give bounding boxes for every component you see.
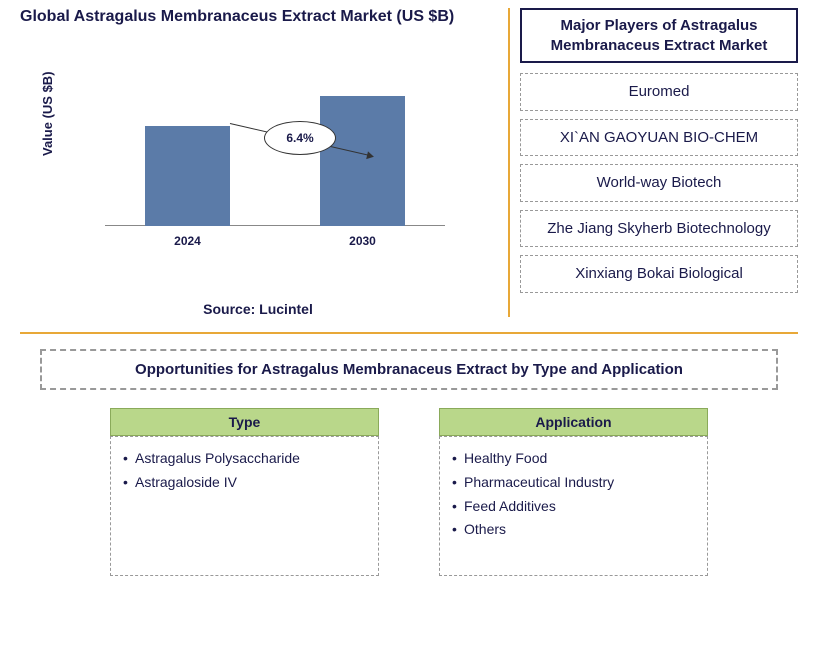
y-axis-label: Value (US $B) <box>40 71 55 156</box>
player-item: Zhe Jiang Skyherb Biotechnology <box>520 210 798 248</box>
opportunities-title: Opportunities for Astragalus Membranaceu… <box>40 349 778 390</box>
player-item: Xinxiang Bokai Biological <box>520 255 798 293</box>
list-item: Healthy Food <box>452 447 695 471</box>
player-item: World-way Biotech <box>520 164 798 202</box>
chart-area: Value (US $B) 202420306.4% <box>50 46 496 266</box>
players-title: Major Players of Astragalus Membranaceus… <box>520 8 798 63</box>
source-text: Source: Lucintel <box>20 301 496 317</box>
bar-label-2024: 2024 <box>145 234 230 248</box>
divider <box>20 332 798 334</box>
players-panel: Major Players of Astragalus Membranaceus… <box>508 8 798 317</box>
list-item: Others <box>452 518 695 542</box>
bar-2024: 2024 <box>145 126 230 226</box>
column-header: Type <box>110 408 379 436</box>
player-item: XI`AN GAOYUAN BIO-CHEM <box>520 119 798 157</box>
chart-title: Global Astragalus Membranaceus Extract M… <box>20 8 496 26</box>
column-body: Healthy FoodPharmaceutical IndustryFeed … <box>439 436 708 576</box>
cagr-label: 6.4% <box>264 121 336 155</box>
opp-column: ApplicationHealthy FoodPharmaceutical In… <box>439 408 708 576</box>
player-item: Euromed <box>520 73 798 111</box>
bar-label-2030: 2030 <box>320 234 405 248</box>
bar-2030: 2030 <box>320 96 405 226</box>
opp-column: TypeAstragalus PolysaccharideAstragalosi… <box>110 408 379 576</box>
opportunities-columns: TypeAstragalus PolysaccharideAstragalosi… <box>20 408 798 576</box>
players-list: Euromed XI`AN GAOYUAN BIO-CHEM World-way B… <box>520 73 798 293</box>
column-header: Application <box>439 408 708 436</box>
list-item: Astragaloside IV <box>123 471 366 495</box>
list-item: Feed Additives <box>452 495 695 519</box>
column-body: Astragalus PolysaccharideAstragaloside I… <box>110 436 379 576</box>
list-item: Astragalus Polysaccharide <box>123 447 366 471</box>
list-item: Pharmaceutical Industry <box>452 471 695 495</box>
bars-container: 2024 20306.4% <box>105 66 445 226</box>
